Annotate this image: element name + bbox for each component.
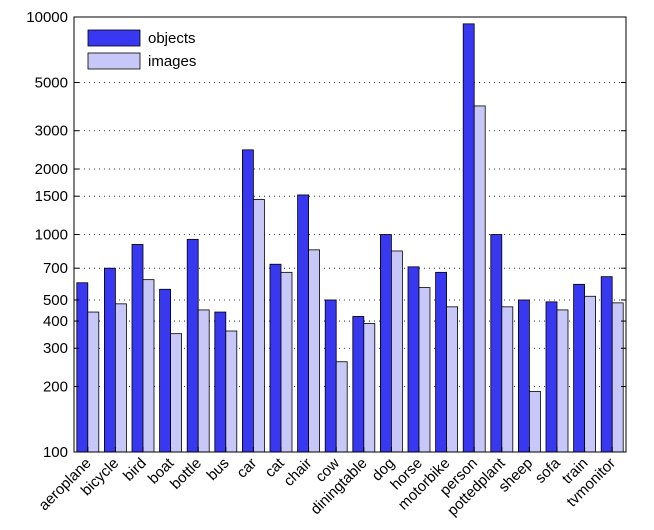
bar-objects-sofa <box>545 301 558 453</box>
bar-images-cat <box>280 271 293 453</box>
bar-images-boat <box>170 333 183 453</box>
bar-images-chair <box>308 249 321 453</box>
bar-objects-bird <box>131 244 144 453</box>
bar-objects-bicycle <box>104 267 116 453</box>
bar-images-motorbike <box>446 306 459 453</box>
bar-images-person <box>473 105 486 453</box>
legend-swatch-objects <box>87 29 141 47</box>
x-tick-label: bus <box>204 455 233 484</box>
x-tick-label: bottle <box>167 455 205 493</box>
bar-images-bicycle <box>115 303 127 453</box>
x-tick-label: bird <box>120 455 150 485</box>
y-tick-labels: 100 200 300 400 500 700 1000 1500 2000 3000 5000 10… <box>26 9 68 461</box>
bar-images-tvmonitor <box>611 302 624 453</box>
bar-objects-diningtable <box>352 316 365 453</box>
bar-images-train <box>584 295 596 453</box>
bar-objects-pottedplant <box>490 234 503 453</box>
bar-images-dog <box>390 250 403 453</box>
bar-images-pottedplant <box>501 306 514 453</box>
axis-ticks <box>74 16 626 453</box>
x-tick-label: car <box>233 455 260 482</box>
y-tick-label: 100 <box>43 444 68 461</box>
bars <box>76 23 624 453</box>
bar-objects-tvmonitor <box>600 276 613 453</box>
y-tick-label: 10000 <box>26 9 68 26</box>
legend-label-objects: objects <box>148 30 196 47</box>
y-tick-label: 200 <box>43 379 68 396</box>
bar-objects-bottle <box>186 238 199 453</box>
y-tick-label: 1000 <box>35 227 68 244</box>
bar-images-bus <box>225 330 238 453</box>
y-tick-label: 2000 <box>35 161 68 178</box>
y-tick-label: 500 <box>43 292 68 309</box>
bar-objects-cow <box>324 299 337 453</box>
legend-swatch-images <box>87 52 141 70</box>
bar-objects-dog <box>379 234 392 453</box>
bar-objects-car <box>241 149 254 453</box>
bar-objects-boat <box>159 288 172 453</box>
y-tick-label: 300 <box>43 340 68 357</box>
bar-objects-train <box>573 283 585 453</box>
bar-images-sofa <box>556 309 569 453</box>
bar-images-diningtable <box>363 323 376 453</box>
y-tick-label: 400 <box>43 313 68 330</box>
bar-objects-aeroplane <box>76 282 89 453</box>
bar-images-horse <box>418 287 431 453</box>
y-tick-label: 3000 <box>35 123 68 140</box>
bar-objects-sheep <box>518 299 530 453</box>
y-tick-label: 5000 <box>35 74 68 91</box>
bar-objects-horse <box>407 266 420 453</box>
bar-images-car <box>252 199 265 453</box>
bar-images-aeroplane <box>87 311 100 453</box>
bar-images-bottle <box>197 309 210 453</box>
y-tick-label: 700 <box>43 260 68 277</box>
legend: objects images <box>84 26 214 76</box>
bar-images-bird <box>142 279 155 453</box>
y-tick-label: 1500 <box>35 188 68 205</box>
grid-lines <box>74 82 626 387</box>
x-tick-label: sofa <box>532 454 565 487</box>
bar-images-sheep <box>529 390 541 453</box>
bar-objects-bus <box>214 311 227 453</box>
bar-images-cow <box>335 361 348 453</box>
bar-objects-chair <box>297 194 310 453</box>
bar-objects-person <box>462 23 475 453</box>
x-tick-label: chair <box>280 455 315 490</box>
bar-objects-motorbike <box>435 271 448 453</box>
bar-objects-cat <box>269 263 282 453</box>
legend-label-images: images <box>148 53 196 70</box>
